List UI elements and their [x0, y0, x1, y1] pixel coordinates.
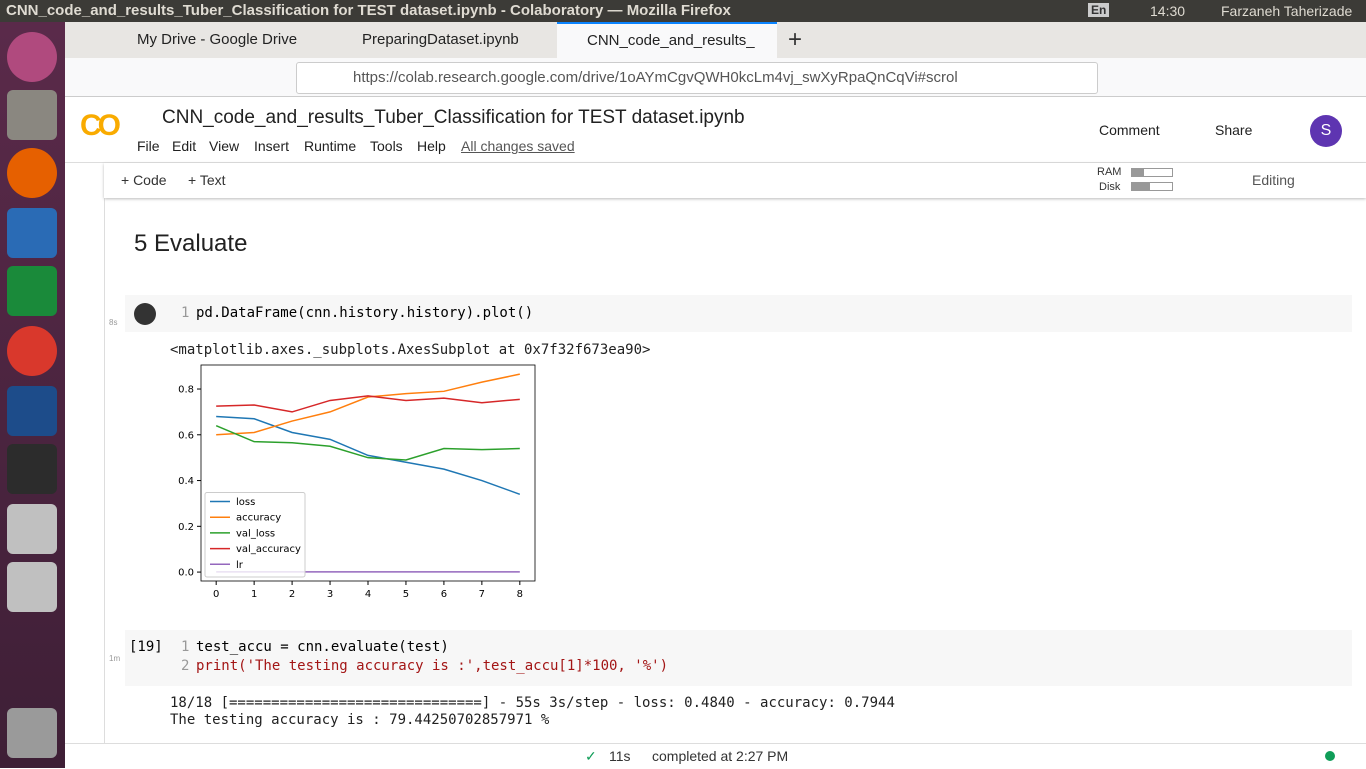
- url: https://colab.research.google.com/drive/…: [353, 69, 958, 86]
- menu-item[interactable]: Runtime: [304, 138, 357, 154]
- launcher: [0, 22, 65, 768]
- legend-box: [204, 492, 306, 578]
- status-check: ✓: [585, 748, 597, 764]
- disk-meter: [1131, 182, 1173, 191]
- connection-indicator: [1325, 751, 1335, 761]
- output-text: 18/18 [==============================] -…: [170, 695, 895, 711]
- colab-logo[interactable]: CO: [80, 109, 121, 142]
- output-text: <matplotlib.axes._subplots.AxesSubplot a…: [170, 342, 651, 358]
- add-code-button[interactable]: + Code: [121, 172, 167, 188]
- y-tick-label: 0.0: [178, 568, 194, 579]
- share-button[interactable]: Share: [1215, 122, 1253, 138]
- tab-active[interactable]: CNN_code_and_results_: [557, 22, 777, 58]
- comment-button[interactable]: Comment: [1099, 122, 1160, 138]
- x-tick-label: 8: [517, 589, 523, 600]
- url-bar[interactable]: https://colab.research.google.com/drive/…: [296, 62, 1098, 94]
- menu-item[interactable]: View: [209, 138, 240, 154]
- user-name[interactable]: Farzaneh Taherizade: [1221, 3, 1353, 19]
- chart: 0.0 0.2 0.4 0.6 0.8 0 1 2 3 4 5 6 7 8 loss accuracy val_…: [178, 364, 536, 600]
- tab-title: PreparingDataset.ipynb: [362, 31, 519, 48]
- y-tick-label: 0.2: [178, 522, 194, 533]
- code-cell: [125, 630, 1352, 686]
- legend-label: val_accuracy: [236, 544, 301, 555]
- line-series: [216, 373, 520, 436]
- app-icon[interactable]: [7, 386, 57, 436]
- notebook-title[interactable]: CNN_code_and_results_Tuber_Classificatio…: [162, 107, 745, 128]
- chrome-icon[interactable]: [7, 326, 57, 376]
- app-icon[interactable]: [7, 266, 57, 316]
- legend-label: accuracy: [236, 513, 281, 524]
- y-tick-label: 0.6: [178, 430, 194, 441]
- x-tick-label: 0: [213, 589, 219, 600]
- firefox-icon[interactable]: [7, 148, 57, 198]
- x-tick-label: 2: [289, 589, 295, 600]
- drive-icon[interactable]: [7, 562, 57, 612]
- run-button[interactable]: [134, 303, 156, 325]
- clock[interactable]: 14:30: [1150, 3, 1186, 19]
- disk-label: Disk: [1099, 181, 1121, 193]
- code-line: pd.DataFrame(cnn.history.history).plot(): [196, 305, 534, 321]
- y-tick-label: 0.4: [178, 476, 194, 487]
- code-cell: [125, 295, 1352, 332]
- menu-item[interactable]: Help: [417, 138, 446, 154]
- menu-item[interactable]: Insert: [254, 138, 290, 154]
- legend-label: loss: [236, 497, 255, 508]
- ram-label: RAM: [1097, 166, 1122, 178]
- tab[interactable]: PreparingDataset.ipynb: [337, 22, 549, 58]
- y-tick-label: 0.8: [178, 385, 194, 396]
- terminal-icon[interactable]: [7, 444, 57, 494]
- tab[interactable]: My Drive - Google Drive: [117, 22, 329, 58]
- line-number: 1: [181, 305, 190, 321]
- x-tick-label: 4: [365, 589, 371, 600]
- x-tick-label: 5: [403, 589, 409, 600]
- line-series: [216, 415, 521, 495]
- plot-frame: [200, 364, 536, 582]
- sidebar: [65, 163, 105, 743]
- trash-icon[interactable]: [7, 708, 57, 758]
- x-tick-label: 3: [327, 589, 333, 600]
- line-series: [216, 395, 520, 413]
- tab-bar: My Drive - Google Drive PreparingDataset…: [65, 22, 1366, 58]
- window-title: CNN_code_and_results_Tuber_Classificatio…: [6, 2, 731, 19]
- editing-mode[interactable]: Editing: [1252, 172, 1295, 188]
- line-series: [215, 424, 520, 461]
- line-number: 2: [181, 658, 190, 674]
- output-text: The testing accuracy is : 79.44250702857…: [170, 712, 550, 728]
- ubuntu-icon[interactable]: [7, 32, 57, 82]
- line-number: 1: [181, 639, 190, 655]
- avatar[interactable]: S: [1310, 115, 1342, 147]
- notebook-toolbar: + Code + Text RAM Disk Editing: [104, 163, 1366, 198]
- drive-icon[interactable]: [7, 504, 57, 554]
- execution-count: [19]: [129, 639, 163, 655]
- colab-header: CO CNN_code_and_results_Tuber_Classifica…: [65, 97, 1366, 163]
- tab-title: CNN_code_and_results_: [587, 32, 755, 49]
- ram-meter: [1131, 168, 1173, 177]
- x-tick-label: 7: [479, 589, 485, 600]
- tab-title: My Drive - Google Drive: [137, 31, 298, 48]
- menu-item[interactable]: Edit: [172, 138, 197, 154]
- add-text-button[interactable]: + Text: [188, 172, 226, 188]
- status-bar: ✓ 11s completed at 2:27 PM: [65, 743, 1366, 769]
- cell-duration: 8s: [109, 318, 118, 327]
- save-status[interactable]: All changes saved: [461, 138, 575, 154]
- x-tick-label: 1: [251, 589, 257, 600]
- code-line: test_accu = cnn.evaluate(test): [196, 639, 449, 655]
- writer-icon[interactable]: [7, 208, 57, 258]
- section-heading: 5 Evaluate: [134, 230, 248, 257]
- legend-label: lr: [236, 560, 244, 571]
- status-elapsed: 11s: [609, 748, 631, 764]
- files-icon[interactable]: [7, 90, 57, 140]
- os-top-bar: CNN_code_and_results_Tuber_Classificatio…: [0, 0, 1366, 22]
- x-tick-label: 6: [441, 589, 447, 600]
- code-line: print('The testing accuracy is :',test_a…: [196, 658, 669, 674]
- legend-label: val_loss: [236, 528, 275, 539]
- new-tab[interactable]: +: [788, 26, 803, 53]
- menu-item[interactable]: Tools: [370, 138, 403, 154]
- menu-item[interactable]: File: [137, 138, 160, 154]
- language-indicator[interactable]: En: [1088, 3, 1110, 17]
- status-completed[interactable]: completed at 2:27 PM: [652, 748, 789, 764]
- cell-duration: 1m: [109, 654, 121, 663]
